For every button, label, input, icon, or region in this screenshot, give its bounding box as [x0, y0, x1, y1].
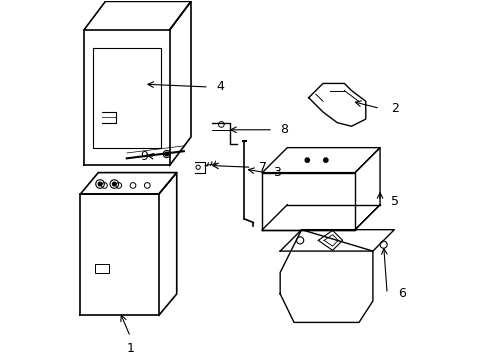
Text: 7: 7 [258, 161, 266, 174]
Circle shape [164, 152, 168, 156]
Text: 6: 6 [397, 287, 405, 300]
Text: 2: 2 [390, 102, 398, 115]
Text: 3: 3 [272, 166, 280, 179]
Text: 1: 1 [126, 342, 134, 355]
Text: 4: 4 [216, 81, 224, 94]
Circle shape [112, 182, 116, 186]
Circle shape [305, 158, 309, 162]
Bar [95, 264, 109, 273]
Text: 5: 5 [390, 195, 398, 208]
Text: 8: 8 [280, 123, 287, 136]
Circle shape [98, 182, 102, 186]
Circle shape [323, 158, 327, 162]
Text: 9: 9 [140, 150, 148, 163]
